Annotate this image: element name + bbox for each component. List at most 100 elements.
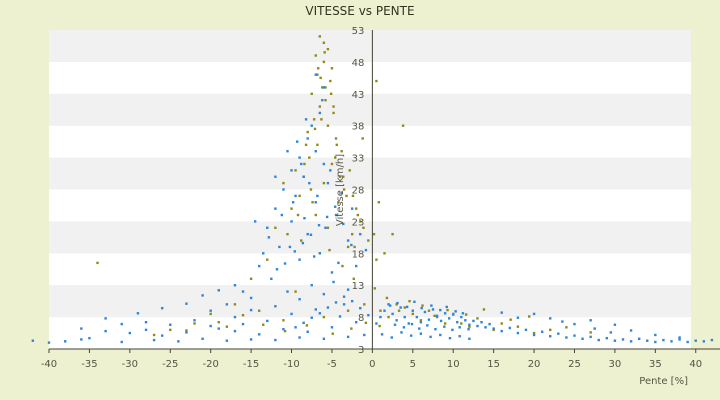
- data-point: [314, 308, 317, 311]
- data-point: [387, 303, 390, 306]
- data-point: [395, 303, 398, 306]
- data-point: [508, 326, 512, 330]
- data-point: [322, 292, 326, 296]
- data-point: [304, 143, 308, 147]
- data-point: [413, 300, 416, 303]
- data-point: [80, 327, 83, 330]
- data-point: [47, 341, 51, 344]
- data-points: [31, 35, 714, 344]
- data-point: [217, 289, 220, 292]
- data-point: [309, 233, 313, 236]
- data-point: [476, 324, 479, 328]
- data-point: [549, 328, 552, 332]
- data-point: [322, 41, 326, 44]
- data-point: [314, 201, 317, 204]
- data-point: [296, 213, 300, 217]
- data-point: [274, 338, 277, 342]
- data-point: [420, 306, 423, 310]
- data-point: [314, 73, 317, 76]
- tick-labels: -40 -35 -30 -25 -20 -15 -10 -5 0 5 10 15 20 25 30 35 40 3…: [41, 26, 702, 370]
- data-point: [458, 335, 461, 338]
- data-point: [609, 331, 613, 334]
- data-point: [317, 67, 320, 70]
- data-point: [516, 325, 520, 328]
- data-point: [314, 213, 317, 217]
- data-point: [298, 258, 301, 261]
- data-point: [321, 98, 324, 102]
- data-point: [270, 277, 273, 281]
- data-point: [324, 98, 327, 102]
- x-tick-label: -5: [327, 359, 337, 370]
- data-point: [443, 312, 447, 315]
- y-tick-label: 38: [352, 122, 365, 133]
- data-point: [342, 222, 345, 226]
- data-point: [454, 310, 457, 313]
- data-point: [396, 301, 399, 305]
- data-point: [295, 140, 299, 143]
- data-point: [375, 258, 378, 261]
- data-point: [468, 337, 471, 340]
- data-point: [407, 322, 410, 325]
- y-tick-label: 53: [352, 26, 365, 37]
- data-point: [274, 175, 277, 178]
- data-point: [427, 318, 431, 321]
- y-axis-title: Vitesse [km/h]: [335, 154, 346, 226]
- data-point: [294, 290, 297, 293]
- data-point: [308, 156, 311, 159]
- data-point: [549, 335, 552, 338]
- data-point: [233, 315, 237, 319]
- data-point: [419, 332, 423, 335]
- data-point: [433, 314, 436, 318]
- plot-band: [49, 157, 691, 190]
- data-point: [435, 314, 439, 318]
- data-point: [290, 220, 293, 223]
- data-point: [298, 194, 301, 198]
- data-point: [257, 264, 261, 268]
- data-point: [282, 328, 285, 331]
- data-point: [298, 336, 301, 339]
- data-point: [388, 304, 392, 307]
- data-point: [350, 232, 354, 236]
- data-point: [291, 201, 295, 204]
- data-point: [484, 326, 487, 329]
- data-point: [257, 333, 261, 336]
- data-point: [320, 118, 323, 121]
- data-point: [332, 105, 335, 108]
- data-point: [589, 335, 592, 339]
- data-point: [249, 277, 253, 281]
- data-point: [346, 239, 350, 242]
- data-point: [275, 268, 279, 271]
- data-point: [464, 313, 468, 316]
- data-point: [346, 245, 350, 249]
- data-point: [581, 337, 584, 340]
- data-point: [447, 317, 451, 320]
- axes: [48, 30, 720, 353]
- data-point: [329, 79, 332, 83]
- data-point: [423, 310, 427, 314]
- data-point: [290, 169, 293, 172]
- data-point: [185, 302, 188, 305]
- data-point: [670, 340, 673, 343]
- plot-band: [49, 93, 691, 126]
- data-point: [516, 316, 520, 319]
- data-point: [378, 324, 381, 328]
- data-point: [361, 137, 364, 140]
- data-point: [309, 188, 313, 191]
- data-point: [338, 315, 342, 318]
- data-point: [233, 284, 237, 287]
- data-point: [363, 303, 366, 306]
- data-point: [326, 226, 330, 229]
- data-point: [322, 181, 326, 185]
- data-point: [373, 287, 376, 290]
- data-point: [329, 169, 332, 172]
- data-point: [267, 236, 271, 239]
- data-point: [458, 326, 461, 329]
- data-point: [304, 118, 308, 121]
- data-point: [217, 327, 220, 330]
- data-point: [353, 245, 356, 249]
- data-point: [383, 309, 386, 312]
- data-point: [253, 220, 257, 223]
- y-tick-label: 23: [352, 217, 365, 228]
